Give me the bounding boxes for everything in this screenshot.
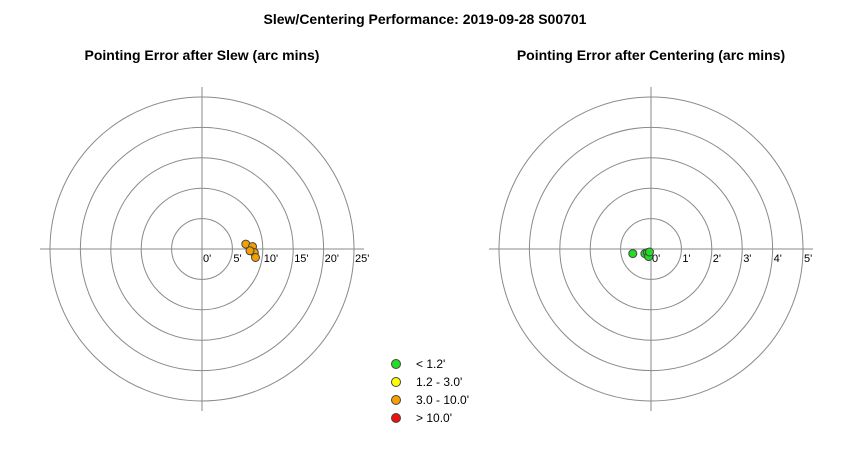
legend-label: > 10.0' (416, 411, 452, 425)
legend-marker (391, 359, 401, 369)
legend: < 1.2' 1.2 - 3.0' 3.0 - 10.0' > 10.0' (391, 357, 469, 425)
ring-label: 15' (294, 253, 308, 265)
legend-label: 1.2 - 3.0' (416, 375, 462, 389)
data-point (245, 246, 255, 256)
ring-label: 3' (743, 253, 751, 265)
ring-label: 0' (652, 253, 660, 265)
ring-label: 20' (325, 253, 339, 265)
ring-label: 10' (264, 253, 278, 265)
legend-label: 3.0 - 10.0' (416, 393, 469, 407)
ring-label: 2' (713, 253, 721, 265)
ring-label: 4' (774, 253, 782, 265)
main-title: Slew/Centering Performance: 2019-09-28 S… (264, 11, 587, 27)
ring-label: 0' (203, 253, 211, 265)
legend-label: < 1.2' (416, 357, 445, 371)
panel-title: Pointing Error after Slew (arc mins) (85, 47, 320, 63)
legend-marker (391, 395, 401, 405)
legend-marker (391, 413, 401, 423)
data-point (628, 249, 638, 259)
ring-label: 5' (233, 253, 241, 265)
centering-error-panel: Pointing Error after Centering (arc mins… (489, 47, 813, 411)
ring-label: 1' (682, 253, 690, 265)
ring-label: 25' (355, 253, 369, 265)
slew-error-panel: Pointing Error after Slew (arc mins) 0' 5'… (40, 47, 369, 411)
legend-marker (391, 377, 401, 387)
data-point (645, 247, 654, 257)
ring-label: 5' (804, 253, 812, 265)
panel-title: Pointing Error after Centering (arc mins… (517, 47, 785, 63)
data-point (251, 253, 260, 262)
